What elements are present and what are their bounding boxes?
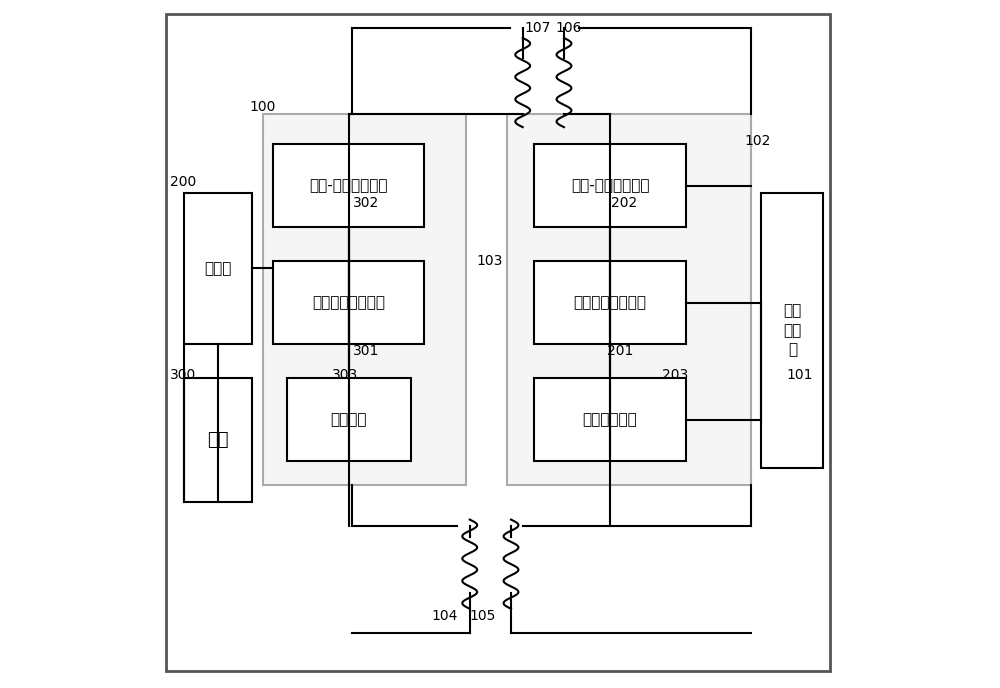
Text: 203: 203: [662, 368, 689, 382]
FancyBboxPatch shape: [534, 378, 686, 461]
Text: 302: 302: [353, 196, 379, 210]
Text: 整流稳压单元: 整流稳压单元: [583, 412, 637, 427]
Text: 力矩
传感
器: 力矩 传感 器: [783, 303, 802, 358]
Text: 101: 101: [786, 368, 813, 382]
FancyBboxPatch shape: [507, 114, 751, 485]
Text: 103: 103: [476, 255, 503, 268]
FancyBboxPatch shape: [534, 144, 686, 227]
Text: 202: 202: [611, 196, 637, 210]
FancyBboxPatch shape: [184, 378, 252, 502]
Text: 电源模块: 电源模块: [330, 412, 367, 427]
Text: 105: 105: [470, 609, 496, 623]
Text: 电机: 电机: [207, 431, 229, 449]
FancyBboxPatch shape: [534, 261, 686, 344]
Text: 104: 104: [432, 609, 458, 623]
FancyBboxPatch shape: [761, 193, 823, 468]
FancyBboxPatch shape: [273, 144, 424, 227]
Text: 第二信号处理单元: 第二信号处理单元: [312, 295, 385, 310]
Text: 电压-频率转换单元: 电压-频率转换单元: [571, 178, 649, 193]
FancyBboxPatch shape: [287, 378, 411, 461]
Text: 201: 201: [607, 344, 634, 358]
FancyBboxPatch shape: [184, 193, 252, 344]
FancyBboxPatch shape: [273, 261, 424, 344]
Text: 106: 106: [556, 21, 582, 34]
Text: 第一信号处理单元: 第一信号处理单元: [574, 295, 647, 310]
Text: 102: 102: [745, 134, 771, 148]
Text: 107: 107: [525, 21, 551, 34]
Text: 频率-电压转换单元: 频率-电压转换单元: [309, 178, 388, 193]
FancyBboxPatch shape: [263, 114, 466, 485]
Text: 300: 300: [170, 368, 197, 382]
Text: 100: 100: [249, 100, 276, 114]
Text: 303: 303: [332, 368, 358, 382]
Text: 200: 200: [170, 175, 197, 189]
Text: 控制器: 控制器: [204, 261, 232, 276]
Text: 301: 301: [353, 344, 379, 358]
